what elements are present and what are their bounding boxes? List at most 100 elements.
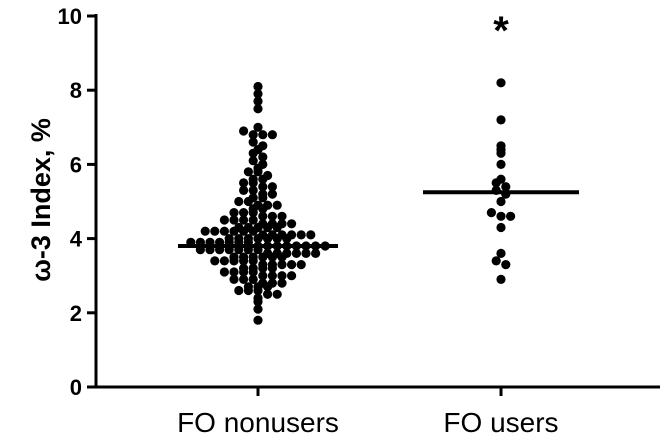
data-point <box>496 159 506 169</box>
x-category-label: FO nonusers <box>177 407 339 438</box>
data-point <box>287 230 297 240</box>
data-point <box>267 260 277 270</box>
y-tick-label: 2 <box>70 301 82 326</box>
data-point <box>496 211 506 221</box>
data-point <box>224 234 234 244</box>
data-point <box>248 263 258 273</box>
data-point <box>282 248 292 258</box>
data-point <box>267 182 277 192</box>
data-point <box>253 293 263 303</box>
data-point <box>287 271 297 281</box>
data-point <box>277 211 287 221</box>
data-point <box>258 141 268 151</box>
data-point <box>496 196 506 207</box>
plot-marks <box>178 78 579 325</box>
data-point <box>234 222 244 233</box>
data-point <box>234 234 244 244</box>
y-tick-label: 8 <box>70 78 82 103</box>
data-point <box>248 185 258 195</box>
data-point <box>258 211 268 221</box>
data-point <box>234 285 244 296</box>
data-point <box>253 200 263 210</box>
data-point <box>229 208 239 218</box>
data-point <box>243 282 253 292</box>
data-point <box>263 248 273 258</box>
data-point <box>267 189 277 199</box>
data-point <box>272 248 282 258</box>
data-point <box>248 252 258 262</box>
data-point <box>496 78 506 88</box>
data-point <box>258 271 268 281</box>
data-point <box>263 200 273 210</box>
data-point <box>496 141 506 151</box>
data-point <box>219 256 229 266</box>
data-point <box>267 271 277 281</box>
data-point <box>301 248 311 258</box>
data-point <box>258 230 268 240</box>
data-point <box>239 208 249 218</box>
data-point <box>234 196 244 207</box>
data-point <box>239 263 249 273</box>
data-point <box>229 274 239 284</box>
data-point <box>253 304 263 314</box>
data-point <box>263 170 273 181</box>
data-point <box>229 215 239 225</box>
data-point <box>248 193 258 203</box>
data-point <box>239 274 249 284</box>
data-point <box>219 267 229 277</box>
data-point <box>239 215 249 225</box>
data-point <box>277 271 287 281</box>
data-point <box>243 167 253 177</box>
data-point <box>210 226 220 236</box>
data-point <box>296 230 306 240</box>
data-point <box>501 260 511 270</box>
data-point <box>291 248 301 258</box>
data-point <box>253 104 263 114</box>
data-point <box>258 159 268 169</box>
data-point <box>496 115 506 125</box>
data-point <box>263 289 273 299</box>
data-point <box>253 315 263 325</box>
data-point <box>258 182 268 192</box>
data-point <box>258 189 268 199</box>
data-point <box>253 89 263 99</box>
y-tick-label: 0 <box>70 375 82 400</box>
data-point <box>229 252 239 262</box>
data-point <box>258 278 268 288</box>
data-point <box>267 230 277 240</box>
data-point <box>306 230 316 240</box>
data-point <box>267 219 277 229</box>
data-point <box>277 260 287 270</box>
data-point <box>506 211 516 221</box>
data-point <box>272 289 282 299</box>
data-point <box>258 130 268 140</box>
data-point <box>258 219 268 229</box>
x-category-label: FO users <box>443 407 558 438</box>
data-point <box>248 174 258 184</box>
data-point <box>311 248 321 258</box>
data-point <box>501 182 511 192</box>
data-point <box>267 130 277 140</box>
data-point <box>486 208 496 218</box>
data-point <box>253 122 263 132</box>
y-tick-label: 10 <box>58 4 82 29</box>
data-point <box>219 215 229 225</box>
data-point <box>210 256 220 266</box>
data-point <box>219 226 229 236</box>
data-point <box>253 96 263 106</box>
data-point <box>239 185 249 195</box>
data-point <box>272 200 282 210</box>
data-point <box>277 230 287 240</box>
y-tick-label: 4 <box>70 227 83 252</box>
x-axis: FO nonusers FO users <box>94 385 660 438</box>
data-point <box>267 278 277 288</box>
data-point <box>239 252 249 262</box>
data-point <box>277 278 287 288</box>
data-point <box>243 222 253 233</box>
data-point <box>243 234 253 244</box>
data-point <box>248 130 258 140</box>
y-tick-label: 6 <box>70 152 82 177</box>
data-point <box>496 174 506 184</box>
data-point <box>248 156 258 166</box>
